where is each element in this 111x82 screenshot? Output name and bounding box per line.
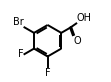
Text: Br: Br — [13, 17, 24, 27]
Text: OH: OH — [77, 13, 92, 23]
Text: F: F — [18, 49, 24, 59]
Text: O: O — [73, 36, 81, 46]
Text: F: F — [45, 68, 50, 78]
